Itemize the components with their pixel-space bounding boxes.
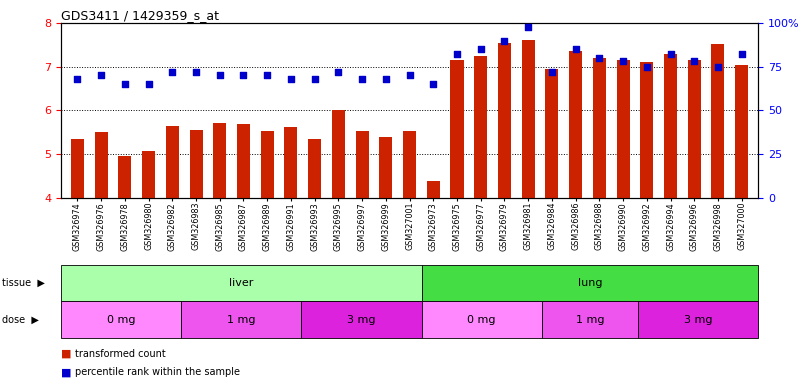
Bar — [521, 40, 534, 198]
Point — [142, 81, 155, 87]
Bar — [213, 122, 226, 198]
Bar — [422, 301, 542, 338]
Bar — [427, 181, 440, 198]
Point — [71, 76, 84, 82]
Point — [498, 38, 511, 44]
Bar — [569, 51, 582, 198]
Bar — [474, 56, 487, 198]
Bar — [380, 137, 393, 198]
Bar — [542, 301, 638, 338]
Point — [213, 73, 226, 79]
Point — [593, 55, 606, 61]
Point — [332, 69, 345, 75]
Text: 1 mg: 1 mg — [227, 314, 255, 325]
Bar — [688, 60, 701, 198]
Bar — [593, 58, 606, 198]
Bar — [638, 301, 758, 338]
Bar — [71, 139, 84, 198]
Bar — [664, 55, 677, 198]
Point — [260, 73, 273, 79]
Bar — [616, 60, 629, 198]
Bar — [545, 69, 559, 198]
Point — [403, 73, 416, 79]
Point — [641, 64, 654, 70]
Bar — [95, 132, 108, 198]
Point — [451, 51, 464, 58]
Text: liver: liver — [229, 278, 253, 288]
Bar — [422, 265, 758, 301]
Point — [380, 76, 393, 82]
Point — [688, 58, 701, 65]
Point — [736, 51, 749, 58]
Text: 3 mg: 3 mg — [347, 314, 375, 325]
Bar — [142, 151, 155, 198]
Point — [711, 64, 724, 70]
Point — [355, 76, 368, 82]
Text: GDS3411 / 1429359_s_at: GDS3411 / 1429359_s_at — [61, 9, 219, 22]
Bar — [735, 65, 749, 198]
Point — [664, 51, 677, 58]
Text: 3 mg: 3 mg — [684, 314, 712, 325]
Bar — [61, 265, 422, 301]
Point — [569, 46, 582, 52]
Text: percentile rank within the sample: percentile rank within the sample — [75, 367, 240, 377]
Bar — [498, 43, 511, 198]
Point — [521, 23, 534, 30]
Bar — [450, 60, 464, 198]
Point — [616, 58, 629, 65]
Point — [165, 69, 178, 75]
Bar — [118, 156, 131, 198]
Text: transformed count: transformed count — [75, 349, 166, 359]
Bar — [403, 131, 416, 198]
Text: ■: ■ — [61, 367, 71, 377]
Text: dose  ▶: dose ▶ — [2, 314, 38, 325]
Bar — [355, 131, 369, 198]
Bar — [302, 301, 422, 338]
Point — [190, 69, 203, 75]
Point — [118, 81, 131, 87]
Bar — [61, 301, 181, 338]
Bar — [237, 124, 250, 198]
Text: 0 mg: 0 mg — [107, 314, 135, 325]
Point — [285, 76, 298, 82]
Point — [308, 76, 321, 82]
Bar — [640, 62, 654, 198]
Bar — [332, 109, 345, 198]
Point — [427, 81, 440, 87]
Text: ■: ■ — [61, 349, 71, 359]
Bar — [260, 131, 274, 198]
Bar — [711, 44, 724, 198]
Bar — [285, 127, 298, 198]
Text: 0 mg: 0 mg — [467, 314, 496, 325]
Point — [546, 69, 559, 75]
Bar — [181, 301, 302, 338]
Text: 1 mg: 1 mg — [576, 314, 604, 325]
Bar — [165, 126, 179, 198]
Text: tissue  ▶: tissue ▶ — [2, 278, 45, 288]
Text: lung: lung — [577, 278, 603, 288]
Bar — [190, 130, 203, 198]
Point — [237, 73, 250, 79]
Point — [474, 46, 487, 52]
Bar — [308, 139, 321, 198]
Point — [95, 73, 108, 79]
